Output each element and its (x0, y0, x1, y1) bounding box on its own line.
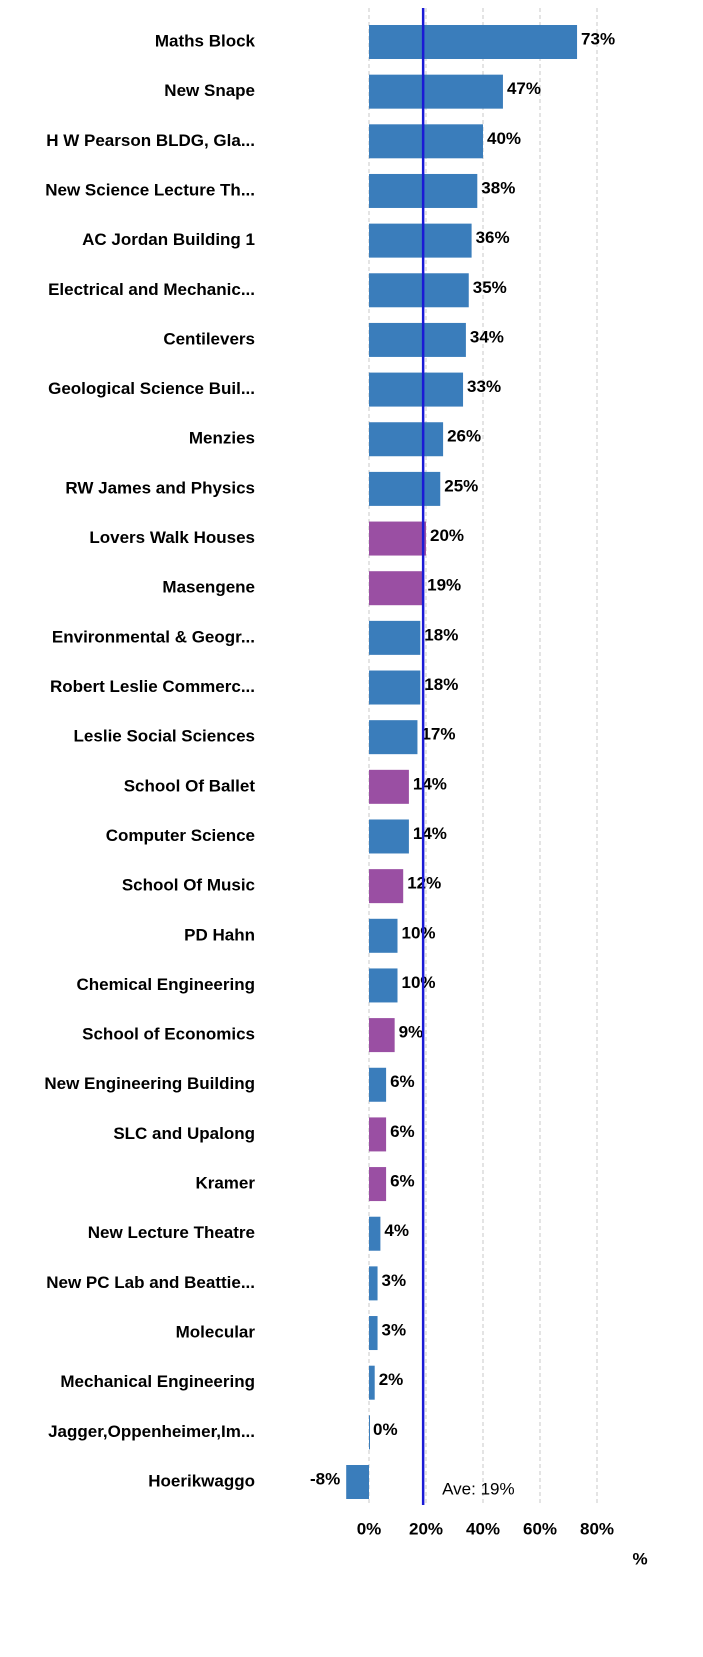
y-tick-label: Computer Science (106, 826, 255, 845)
value-label: 40% (487, 129, 521, 148)
y-tick-label: New Engineering Building (44, 1074, 255, 1093)
value-label: 18% (424, 675, 458, 694)
x-tick-label: 20% (409, 1519, 443, 1538)
bar (369, 471, 441, 506)
value-label: 73% (581, 29, 615, 48)
value-label: 38% (481, 178, 515, 197)
value-label: 26% (447, 427, 481, 446)
y-tick-label: Kramer (195, 1174, 255, 1193)
bar (369, 273, 469, 308)
y-tick-label: Mechanical Engineering (60, 1372, 255, 1391)
y-tick-label: New Snape (164, 81, 255, 100)
bar (369, 74, 503, 109)
bar (369, 322, 466, 357)
x-axis-label: % (632, 1549, 647, 1568)
value-label: 6% (390, 1072, 415, 1091)
y-tick-label: Jagger,Oppenheimer,Im... (48, 1422, 255, 1441)
value-label: 10% (402, 923, 436, 942)
bar (369, 1167, 387, 1202)
value-label: 3% (382, 1321, 407, 1340)
y-tick-label: School Of Music (122, 876, 255, 895)
value-label: 33% (467, 377, 501, 396)
value-label: 34% (470, 327, 504, 346)
value-label: 20% (430, 526, 464, 545)
y-tick-label: New Science Lecture Th... (45, 180, 255, 199)
bar (369, 968, 398, 1003)
value-label: 6% (390, 1172, 415, 1191)
bar (369, 1117, 387, 1152)
bar (369, 1266, 378, 1301)
bar (369, 1018, 395, 1053)
y-tick-label: AC Jordan Building 1 (82, 230, 255, 249)
value-label: -8% (310, 1469, 340, 1488)
bar (369, 769, 409, 804)
value-label: 47% (507, 79, 541, 98)
y-tick-label: Centilevers (163, 329, 255, 348)
bar (369, 1365, 375, 1400)
value-label: 17% (421, 725, 455, 744)
value-label: 6% (390, 1122, 415, 1141)
value-label: 10% (402, 973, 436, 992)
y-tick-label: New Lecture Theatre (88, 1223, 255, 1242)
bar (369, 1067, 387, 1102)
value-label: 35% (473, 278, 507, 297)
bar (369, 223, 472, 258)
y-tick-label: Hoerikwaggo (148, 1471, 255, 1490)
bar (369, 819, 409, 854)
value-label: 0% (373, 1420, 398, 1439)
y-tick-label: Molecular (176, 1323, 256, 1342)
bar (369, 25, 578, 59)
value-label: 4% (384, 1221, 409, 1240)
bar (369, 422, 444, 457)
bar (369, 1415, 370, 1450)
bar (346, 1465, 369, 1499)
y-tick-label: School Of Ballet (124, 776, 256, 795)
y-tick-label: Masengene (162, 578, 255, 597)
value-label: 14% (413, 824, 447, 843)
value-label: 2% (379, 1370, 404, 1389)
x-tick-label: 80% (580, 1519, 614, 1538)
x-tick-label: 0% (357, 1519, 382, 1538)
x-tick-label: 60% (523, 1519, 557, 1538)
y-tick-label: RW James and Physics (65, 478, 255, 497)
average-label: Ave: 19% (442, 1479, 514, 1498)
y-tick-label: SLC and Upalong (113, 1124, 255, 1143)
y-tick-label: Electrical and Mechanic... (48, 280, 255, 299)
bar (369, 1316, 378, 1351)
y-tick-label: Geological Science Buil... (48, 379, 255, 398)
value-label: 36% (476, 228, 510, 247)
x-tick-label: 40% (466, 1519, 500, 1538)
bar (369, 1216, 381, 1251)
value-label: 25% (444, 476, 478, 495)
y-tick-label: Lovers Walk Houses (89, 528, 255, 547)
bar (369, 620, 421, 655)
y-tick-label: Chemical Engineering (76, 975, 255, 994)
y-tick-label: School of Economics (82, 1025, 255, 1044)
y-tick-label: Menzies (189, 429, 255, 448)
bar (369, 124, 483, 159)
value-label: 18% (424, 625, 458, 644)
bar (369, 720, 418, 755)
bar (369, 670, 421, 705)
y-tick-label: New PC Lab and Beattie... (46, 1273, 255, 1292)
value-label: 19% (427, 576, 461, 595)
y-tick-label: PD Hahn (184, 925, 255, 944)
bar (369, 918, 398, 953)
bar (369, 869, 404, 904)
value-label: 9% (399, 1023, 424, 1042)
bar (369, 372, 464, 407)
y-tick-label: Maths Block (155, 31, 256, 50)
value-label: 14% (413, 774, 447, 793)
y-tick-label: Robert Leslie Commerc... (50, 677, 255, 696)
y-tick-label: Leslie Social Sciences (74, 727, 255, 746)
bar (369, 521, 426, 556)
y-tick-label: H W Pearson BLDG, Gla... (46, 131, 255, 150)
y-tick-label: Environmental & Geogr... (52, 627, 255, 646)
bar (369, 571, 424, 606)
value-label: 3% (382, 1271, 407, 1290)
